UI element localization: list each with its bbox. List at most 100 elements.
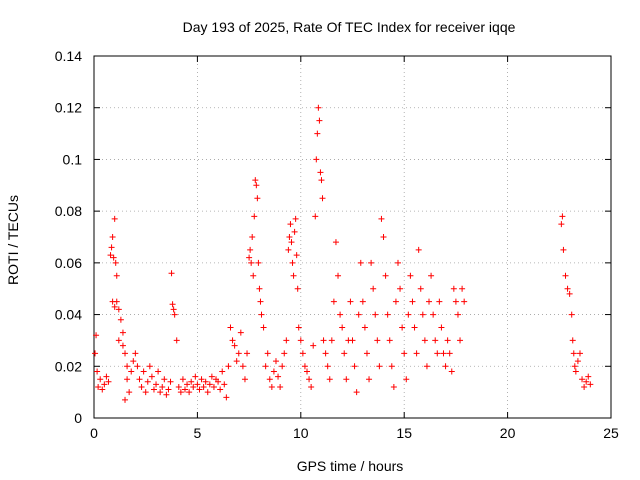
- data-point: [376, 363, 383, 370]
- data-point: [150, 386, 157, 393]
- data-point: [167, 378, 174, 385]
- data-point: [293, 252, 300, 259]
- data-point: [417, 285, 424, 292]
- data-point: [95, 383, 102, 390]
- data-point: [111, 303, 118, 310]
- x-tick-label: 25: [603, 425, 619, 441]
- data-point: [250, 272, 257, 279]
- data-point: [394, 259, 401, 266]
- data-point: [190, 383, 197, 390]
- data-point: [113, 272, 120, 279]
- data-point: [566, 290, 573, 297]
- data-point: [146, 363, 153, 370]
- data-point: [260, 324, 267, 331]
- data-point: [421, 337, 428, 344]
- data-point: [286, 234, 293, 240]
- data-point: [432, 337, 439, 344]
- data-point: [295, 324, 302, 331]
- data-point: [128, 368, 135, 375]
- data-point: [184, 381, 191, 388]
- data-point: [277, 383, 284, 390]
- data-point: [322, 350, 329, 357]
- data-point: [177, 389, 184, 396]
- data-point: [194, 381, 201, 388]
- data-point: [570, 350, 577, 357]
- data-point: [202, 378, 209, 385]
- data-point: [386, 337, 393, 344]
- data-point: [231, 342, 238, 349]
- data-point: [318, 177, 325, 184]
- data-point: [446, 350, 453, 357]
- data-point: [312, 213, 319, 220]
- data-point: [579, 376, 586, 383]
- data-point: [115, 306, 122, 313]
- data-point: [112, 259, 119, 266]
- data-point: [568, 311, 575, 318]
- data-point: [304, 368, 311, 375]
- data-point: [560, 246, 567, 253]
- data-point: [256, 285, 263, 292]
- data-point: [103, 373, 110, 380]
- data-point: [569, 337, 576, 344]
- x-tick-label: 20: [500, 425, 516, 441]
- y-tick-label: 0.14: [55, 48, 82, 64]
- data-point: [457, 337, 464, 344]
- data-point: [246, 254, 253, 261]
- data-point: [223, 394, 230, 401]
- data-point: [585, 373, 592, 380]
- data-point: [411, 324, 418, 331]
- data-point: [136, 376, 143, 383]
- data-point: [217, 386, 224, 393]
- data-point: [198, 376, 205, 383]
- data-point: [397, 285, 404, 292]
- data-point: [148, 373, 155, 380]
- data-point: [407, 272, 414, 279]
- y-tick-label: 0.02: [55, 358, 82, 374]
- data-point: [208, 373, 215, 380]
- data-point: [113, 298, 120, 305]
- data-point: [126, 389, 133, 396]
- data-point: [576, 350, 583, 357]
- data-point: [119, 342, 126, 349]
- data-point: [335, 272, 342, 279]
- data-point: [163, 391, 170, 398]
- x-tick-label: 15: [396, 425, 412, 441]
- data-point: [93, 332, 100, 339]
- data-point: [247, 246, 254, 253]
- data-point: [459, 285, 466, 292]
- y-tick-label: 0.1: [63, 151, 83, 167]
- y-tick-label: 0.12: [55, 100, 82, 116]
- data-point: [372, 311, 379, 318]
- data-point: [558, 221, 565, 228]
- data-point: [157, 389, 164, 396]
- data-point: [130, 358, 137, 365]
- data-point: [587, 381, 594, 388]
- data-point: [368, 259, 375, 266]
- data-point: [244, 350, 251, 357]
- data-point: [221, 381, 228, 388]
- data-point: [272, 358, 279, 365]
- data-point: [452, 298, 459, 305]
- y-axis-label: ROTI / TECUs: [5, 195, 21, 285]
- data-point: [349, 337, 356, 344]
- data-point: [316, 117, 323, 124]
- data-point: [366, 376, 373, 383]
- data-point: [436, 298, 443, 305]
- data-point: [337, 311, 344, 318]
- data-point: [450, 285, 457, 292]
- data-point: [171, 311, 178, 318]
- data-point: [188, 378, 195, 385]
- data-point: [258, 311, 265, 318]
- data-point: [251, 213, 258, 220]
- data-point: [169, 301, 176, 308]
- data-point: [134, 363, 141, 370]
- data-point: [392, 298, 399, 305]
- data-point: [200, 383, 207, 390]
- data-point: [268, 383, 275, 390]
- data-point: [283, 337, 290, 344]
- data-point: [339, 324, 346, 331]
- data-point: [109, 234, 116, 240]
- data-point: [574, 358, 581, 365]
- x-tick-label: 10: [293, 425, 309, 441]
- data-point: [279, 363, 286, 370]
